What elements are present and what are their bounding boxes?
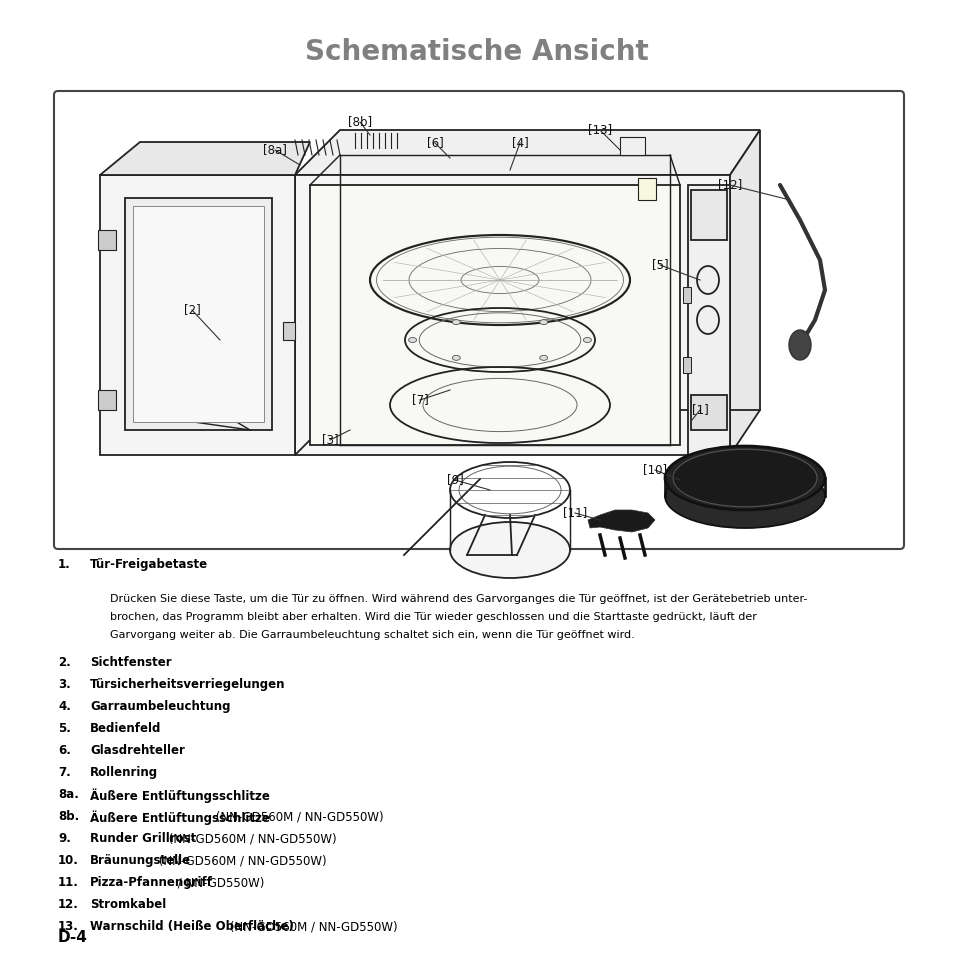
Ellipse shape bbox=[450, 522, 569, 578]
Text: brochen, das Programm bleibt aber erhalten. Wird die Tür wieder geschlossen und : brochen, das Programm bleibt aber erhalt… bbox=[110, 612, 756, 621]
Text: [9]: [9] bbox=[446, 474, 463, 486]
Bar bbox=[619, 137, 644, 155]
Ellipse shape bbox=[583, 338, 591, 342]
Bar bbox=[98, 230, 116, 250]
Ellipse shape bbox=[672, 449, 816, 506]
Text: (NN-GD560M / NN-GD550W): (NN-GD560M / NN-GD550W) bbox=[212, 810, 383, 823]
Text: [8a]: [8a] bbox=[263, 144, 287, 156]
Text: [11]: [11] bbox=[562, 506, 586, 520]
Text: 2.: 2. bbox=[58, 656, 71, 669]
Text: (NN-GD560M / NN-GD550W): (NN-GD560M / NN-GD550W) bbox=[165, 832, 336, 845]
Polygon shape bbox=[587, 510, 655, 532]
Ellipse shape bbox=[664, 446, 824, 510]
Text: D-4: D-4 bbox=[58, 930, 88, 945]
Bar bbox=[682, 357, 690, 373]
Text: Schematische Ansicht: Schematische Ansicht bbox=[305, 38, 648, 66]
Text: Tür-Freigabetaste: Tür-Freigabetaste bbox=[90, 558, 208, 571]
Ellipse shape bbox=[697, 306, 719, 334]
Text: [8b]: [8b] bbox=[348, 115, 372, 129]
Text: 1.: 1. bbox=[58, 558, 71, 571]
FancyBboxPatch shape bbox=[54, 91, 903, 549]
Text: Äußere Entlüftungsschlitze: Äußere Entlüftungsschlitze bbox=[90, 788, 270, 803]
Text: Rollenring: Rollenring bbox=[90, 766, 158, 779]
Ellipse shape bbox=[697, 266, 719, 294]
Polygon shape bbox=[294, 130, 760, 175]
Text: [12]: [12] bbox=[717, 178, 741, 192]
Polygon shape bbox=[729, 130, 760, 455]
Ellipse shape bbox=[539, 319, 547, 325]
Text: 6.: 6. bbox=[58, 744, 71, 757]
Text: 7.: 7. bbox=[58, 766, 71, 779]
Text: 4.: 4. bbox=[58, 700, 71, 713]
Bar bbox=[310, 185, 679, 445]
Bar bbox=[132, 206, 264, 422]
Bar bbox=[682, 287, 690, 303]
Polygon shape bbox=[100, 175, 294, 455]
Text: Glasdrehteller: Glasdrehteller bbox=[90, 744, 185, 757]
Text: Garraumbeleuchtung: Garraumbeleuchtung bbox=[90, 700, 231, 713]
Text: (NN-GD560M / NN-GD550W): (NN-GD560M / NN-GD550W) bbox=[225, 920, 396, 933]
Text: Drücken Sie diese Taste, um die Tür zu öffnen. Wird während des Garvorganges die: Drücken Sie diese Taste, um die Tür zu ö… bbox=[110, 594, 806, 603]
Ellipse shape bbox=[452, 319, 459, 325]
Text: [5]: [5] bbox=[651, 259, 668, 271]
Text: / NN-GD550W): / NN-GD550W) bbox=[174, 876, 264, 889]
Text: [4]: [4] bbox=[511, 136, 528, 150]
Text: [6]: [6] bbox=[426, 136, 443, 150]
Text: Bedienfeld: Bedienfeld bbox=[90, 722, 161, 735]
Bar bbox=[687, 185, 729, 455]
Bar bbox=[98, 390, 116, 410]
Ellipse shape bbox=[539, 356, 547, 361]
Bar bbox=[125, 198, 272, 430]
Text: (NN-GD560M / NN-GD550W): (NN-GD560M / NN-GD550W) bbox=[155, 854, 327, 867]
Ellipse shape bbox=[408, 338, 416, 342]
Text: Stromkabel: Stromkabel bbox=[90, 898, 166, 911]
Text: 9.: 9. bbox=[58, 832, 71, 845]
Ellipse shape bbox=[788, 330, 810, 360]
Text: Sichtfenster: Sichtfenster bbox=[90, 656, 172, 669]
Text: 3.: 3. bbox=[58, 678, 71, 691]
Text: [13]: [13] bbox=[587, 124, 612, 136]
Text: 5.: 5. bbox=[58, 722, 71, 735]
Polygon shape bbox=[100, 142, 310, 175]
Text: Bräunungstelle: Bräunungstelle bbox=[90, 854, 191, 867]
Polygon shape bbox=[294, 175, 729, 455]
Ellipse shape bbox=[452, 356, 459, 361]
Text: Äußere Entlüftungsschlitze: Äußere Entlüftungsschlitze bbox=[90, 810, 270, 825]
Text: 13.: 13. bbox=[58, 920, 79, 933]
Text: 10.: 10. bbox=[58, 854, 79, 867]
Text: [7]: [7] bbox=[411, 393, 428, 407]
Text: 8b.: 8b. bbox=[58, 810, 79, 823]
Text: Garvorgang weiter ab. Die Garraumbeleuchtung schaltet sich ein, wenn die Tür geö: Garvorgang weiter ab. Die Garraumbeleuch… bbox=[110, 630, 634, 640]
Text: [10]: [10] bbox=[642, 463, 666, 477]
Text: [1]: [1] bbox=[691, 404, 708, 416]
Text: 11.: 11. bbox=[58, 876, 79, 889]
Bar bbox=[638, 178, 656, 200]
Text: [3]: [3] bbox=[321, 433, 338, 447]
Text: Türsicherheitsverriegelungen: Türsicherheitsverriegelungen bbox=[90, 678, 285, 691]
Text: [2]: [2] bbox=[183, 303, 200, 316]
Text: 8a.: 8a. bbox=[58, 788, 79, 801]
Bar bbox=[690, 395, 726, 430]
Bar bbox=[283, 322, 294, 340]
Text: 12.: 12. bbox=[58, 898, 79, 911]
Text: Runder Grillrost: Runder Grillrost bbox=[90, 832, 196, 845]
Ellipse shape bbox=[664, 464, 824, 528]
Bar bbox=[690, 190, 726, 240]
Text: Warnschild (Heiße Oberfläche): Warnschild (Heiße Oberfläche) bbox=[90, 920, 294, 933]
Text: Pizza-Pfannengriff: Pizza-Pfannengriff bbox=[90, 876, 213, 889]
